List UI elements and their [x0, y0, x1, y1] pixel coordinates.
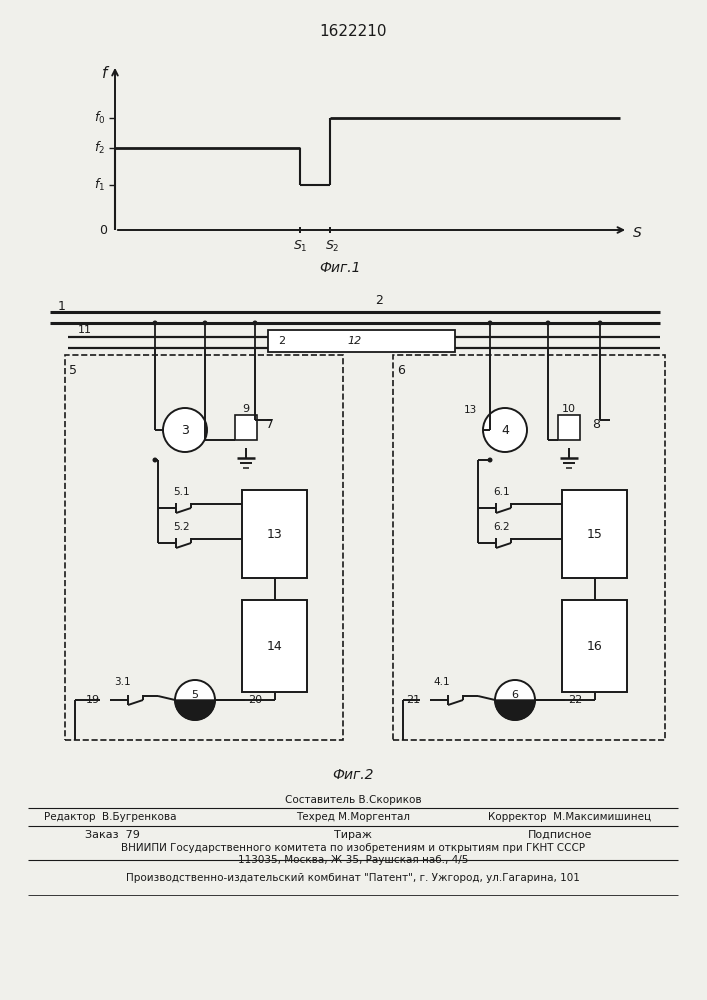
- Text: 13: 13: [267, 528, 282, 540]
- Bar: [562, 600, 627, 692]
- Circle shape: [153, 458, 158, 462]
- Text: Фиг.1: Фиг.1: [320, 261, 361, 275]
- Text: 21: 21: [406, 695, 420, 705]
- Text: 15: 15: [587, 528, 602, 540]
- Bar: [65, 355, 343, 740]
- Text: 4.1: 4.1: [433, 677, 450, 687]
- Circle shape: [495, 680, 535, 720]
- Text: 8: 8: [592, 418, 600, 432]
- Text: 6.1: 6.1: [493, 487, 510, 497]
- Text: 3: 3: [181, 424, 189, 436]
- Text: 19: 19: [86, 695, 100, 705]
- Circle shape: [163, 408, 207, 452]
- Text: 1: 1: [58, 300, 66, 312]
- Text: 2: 2: [278, 336, 285, 346]
- Text: 113035, Москва, Ж-35, Раушская наб., 4/5: 113035, Москва, Ж-35, Раушская наб., 4/5: [238, 855, 468, 865]
- Text: $S_1$: $S_1$: [293, 238, 308, 254]
- Circle shape: [597, 320, 602, 326]
- Bar: [562, 490, 627, 578]
- Text: Заказ  79: Заказ 79: [85, 830, 140, 840]
- Circle shape: [175, 680, 215, 720]
- Text: 20: 20: [248, 695, 262, 705]
- Circle shape: [546, 320, 551, 326]
- Text: ВНИИПИ Государственного комитета по изобретениям и открытиям при ГКНТ СССР: ВНИИПИ Государственного комитета по изоб…: [121, 843, 585, 853]
- Text: Составитель В.Скориков: Составитель В.Скориков: [285, 795, 421, 805]
- Text: Корректор  М.Максимишинец: Корректор М.Максимишинец: [489, 812, 652, 822]
- Circle shape: [252, 320, 257, 326]
- Text: Тираж: Тираж: [334, 830, 372, 840]
- Text: 1622210: 1622210: [320, 24, 387, 39]
- Text: 6: 6: [397, 363, 405, 376]
- Text: Редактор  В.Бугренкова: Редактор В.Бугренкова: [44, 812, 176, 822]
- Text: 6: 6: [511, 690, 518, 700]
- Text: 3.1: 3.1: [114, 677, 130, 687]
- Text: 4: 4: [501, 424, 509, 436]
- Text: 0: 0: [99, 224, 107, 236]
- Circle shape: [202, 320, 207, 326]
- Text: Фиг.2: Фиг.2: [332, 768, 374, 782]
- Text: Подписное: Подписное: [528, 830, 592, 840]
- Bar: [393, 355, 665, 740]
- Bar: [558, 415, 580, 440]
- Wedge shape: [175, 700, 215, 720]
- Text: 9: 9: [243, 404, 250, 414]
- Text: 13: 13: [464, 405, 477, 415]
- Bar: [268, 330, 455, 352]
- Text: 16: 16: [587, 640, 602, 652]
- Circle shape: [488, 320, 493, 326]
- Text: S: S: [633, 226, 642, 240]
- Bar: [242, 600, 307, 692]
- Text: 5: 5: [192, 690, 199, 700]
- Text: f: f: [102, 66, 107, 81]
- Text: 2: 2: [375, 294, 383, 306]
- Bar: [242, 490, 307, 578]
- Text: 5: 5: [69, 363, 77, 376]
- Text: 5.2: 5.2: [173, 522, 189, 532]
- Wedge shape: [495, 700, 535, 720]
- Circle shape: [483, 408, 527, 452]
- Text: $f_1$: $f_1$: [94, 177, 105, 193]
- Text: 7: 7: [266, 418, 274, 432]
- Text: 10: 10: [562, 404, 576, 414]
- Text: 11: 11: [78, 325, 92, 335]
- Text: 6.2: 6.2: [493, 522, 510, 532]
- Text: 5.1: 5.1: [173, 487, 189, 497]
- Text: $S_2$: $S_2$: [325, 238, 339, 254]
- Text: Производственно-издательский комбинат "Патент", г. Ужгород, ул.Гагарина, 101: Производственно-издательский комбинат "П…: [126, 873, 580, 883]
- Circle shape: [153, 320, 158, 326]
- Text: $f_2$: $f_2$: [94, 140, 105, 156]
- Text: 14: 14: [267, 640, 282, 652]
- Text: 12: 12: [348, 336, 362, 346]
- Text: 22: 22: [568, 695, 583, 705]
- Bar: [235, 415, 257, 440]
- Text: Техред М.Моргентал: Техред М.Моргентал: [296, 812, 410, 822]
- Circle shape: [488, 458, 493, 462]
- Text: $f_0$: $f_0$: [93, 110, 105, 126]
